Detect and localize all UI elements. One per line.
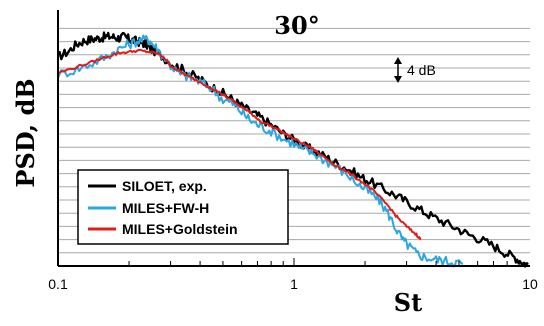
- legend-label-fwh: MILES+FW-H: [122, 200, 209, 216]
- legend-box: [77, 169, 289, 245]
- x-tick-label: 1: [290, 276, 298, 292]
- y-axis-label: PSD, dB: [11, 78, 40, 187]
- x-tick-label: 0.1: [48, 276, 68, 292]
- legend: SILOET, exp. MILES+FW-H MILES+Goldstein: [77, 169, 289, 245]
- series-line-fwh: [57, 34, 464, 268]
- chart-title: 30°: [274, 11, 319, 40]
- legend-label-siloet: SILOET, exp.: [122, 178, 207, 194]
- series-line-goldstein: [57, 48, 422, 241]
- scale-annotation-label: 4 dB: [407, 62, 436, 78]
- scale-arrow-down: [394, 76, 402, 83]
- x-tick-label: 10: [522, 276, 538, 292]
- x-ticks: 0.1 1 10: [48, 258, 538, 292]
- series-lines: [57, 31, 529, 268]
- legend-label-goldstein: MILES+Goldstein: [122, 221, 238, 237]
- x-axis-label: St: [394, 288, 422, 317]
- scale-arrow-up: [394, 57, 402, 64]
- scale-annotation: 4 dB: [394, 57, 436, 83]
